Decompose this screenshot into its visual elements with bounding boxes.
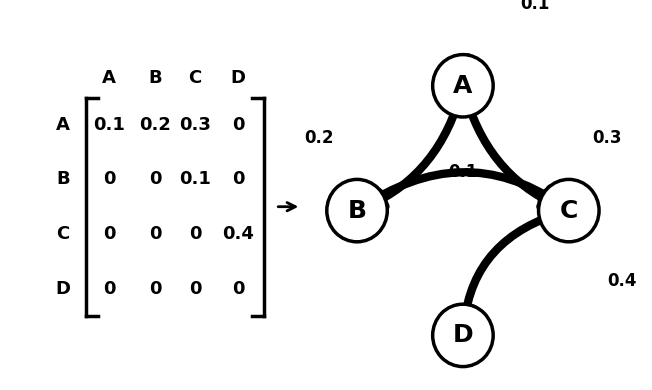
Text: 0.3: 0.3: [179, 116, 211, 134]
Text: B: B: [148, 69, 162, 87]
Text: 0: 0: [232, 280, 244, 298]
Text: B: B: [56, 170, 70, 188]
Text: 0.1: 0.1: [93, 116, 125, 134]
Text: 0: 0: [232, 170, 244, 188]
Text: C: C: [188, 69, 201, 87]
Circle shape: [327, 179, 387, 242]
Circle shape: [433, 55, 493, 117]
Text: B: B: [348, 199, 366, 223]
Text: A: A: [56, 116, 70, 134]
Text: A: A: [453, 74, 473, 98]
Text: 0: 0: [189, 280, 201, 298]
Text: 0.1: 0.1: [448, 163, 478, 181]
Circle shape: [433, 304, 493, 367]
Text: 0.1: 0.1: [179, 170, 211, 188]
Text: D: D: [452, 323, 473, 347]
Text: 0: 0: [103, 170, 115, 188]
Text: 0.4: 0.4: [607, 272, 636, 290]
Text: 0.3: 0.3: [592, 129, 621, 147]
Text: 0: 0: [103, 225, 115, 243]
Text: 0.2: 0.2: [304, 129, 334, 147]
Text: 0: 0: [232, 116, 244, 134]
Text: 0.2: 0.2: [139, 116, 171, 134]
Text: 0: 0: [149, 280, 161, 298]
Text: 0: 0: [103, 280, 115, 298]
Text: C: C: [559, 199, 578, 223]
Circle shape: [539, 179, 599, 242]
Text: 0.1: 0.1: [520, 0, 550, 13]
Text: D: D: [231, 69, 246, 87]
Text: 0: 0: [149, 170, 161, 188]
Text: A: A: [102, 69, 116, 87]
Text: D: D: [55, 280, 70, 298]
Text: C: C: [57, 225, 70, 243]
Text: 0: 0: [189, 225, 201, 243]
Text: 0: 0: [149, 225, 161, 243]
Text: 0.4: 0.4: [222, 225, 254, 243]
